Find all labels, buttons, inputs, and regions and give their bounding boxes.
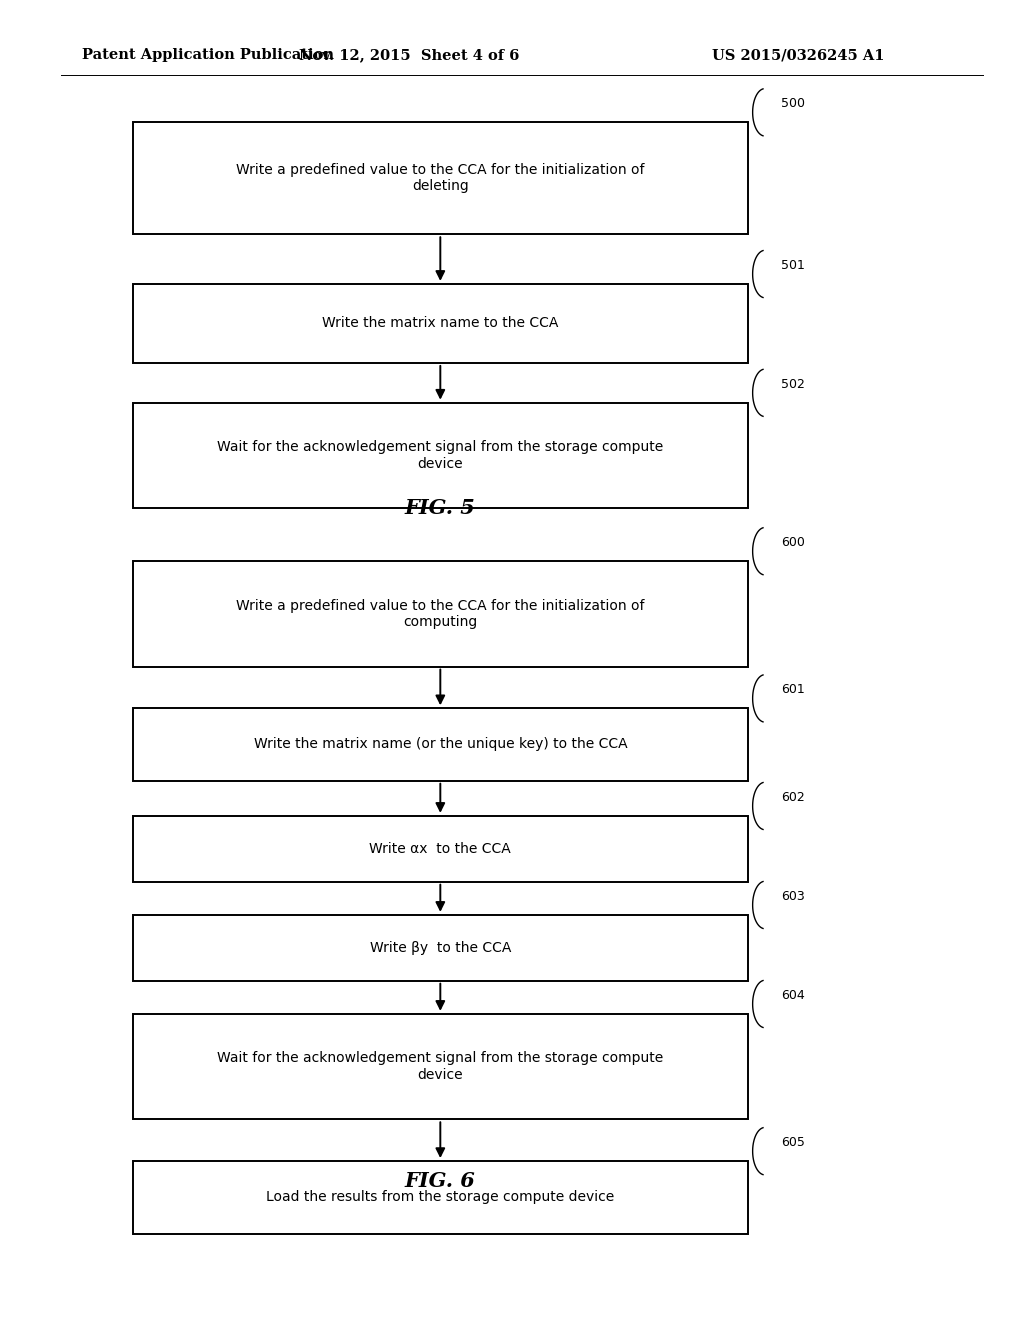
Text: 602: 602 (781, 791, 805, 804)
Text: 603: 603 (781, 890, 805, 903)
Text: Nov. 12, 2015  Sheet 4 of 6: Nov. 12, 2015 Sheet 4 of 6 (299, 49, 520, 62)
Text: 601: 601 (781, 684, 805, 696)
Bar (133, 403, 748, 508)
Bar (133, 1014, 748, 1119)
Bar (133, 1162, 748, 1233)
Text: Write a predefined value to the CCA for the initialization of
computing: Write a predefined value to the CCA for … (237, 599, 644, 628)
Text: 600: 600 (781, 536, 805, 549)
Text: FIG. 5: FIG. 5 (404, 498, 476, 519)
Text: Load the results from the storage compute device: Load the results from the storage comput… (266, 1191, 614, 1204)
Text: 604: 604 (781, 989, 805, 1002)
Text: 605: 605 (781, 1137, 805, 1148)
Text: Patent Application Publication: Patent Application Publication (82, 49, 334, 62)
Text: 502: 502 (781, 378, 805, 391)
Text: Wait for the acknowledgement signal from the storage compute
device: Wait for the acknowledgement signal from… (217, 441, 664, 470)
Bar (133, 284, 748, 363)
Text: 500: 500 (781, 98, 805, 110)
Bar (133, 915, 748, 981)
Text: Write the matrix name (or the unique key) to the CCA: Write the matrix name (or the unique key… (254, 738, 627, 751)
Text: Wait for the acknowledgement signal from the storage compute
device: Wait for the acknowledgement signal from… (217, 1052, 664, 1081)
Text: US 2015/0326245 A1: US 2015/0326245 A1 (713, 49, 885, 62)
Text: Write βy  to the CCA: Write βy to the CCA (370, 941, 511, 954)
Text: FIG. 6: FIG. 6 (404, 1171, 476, 1192)
Text: 501: 501 (781, 259, 805, 272)
Text: Write a predefined value to the CCA for the initialization of
deleting: Write a predefined value to the CCA for … (237, 164, 644, 193)
Bar (133, 561, 748, 667)
Bar (133, 708, 748, 781)
Text: Write αx  to the CCA: Write αx to the CCA (370, 842, 511, 855)
Text: Write the matrix name to the CCA: Write the matrix name to the CCA (323, 317, 558, 330)
Bar (133, 816, 748, 882)
Bar (133, 121, 748, 235)
